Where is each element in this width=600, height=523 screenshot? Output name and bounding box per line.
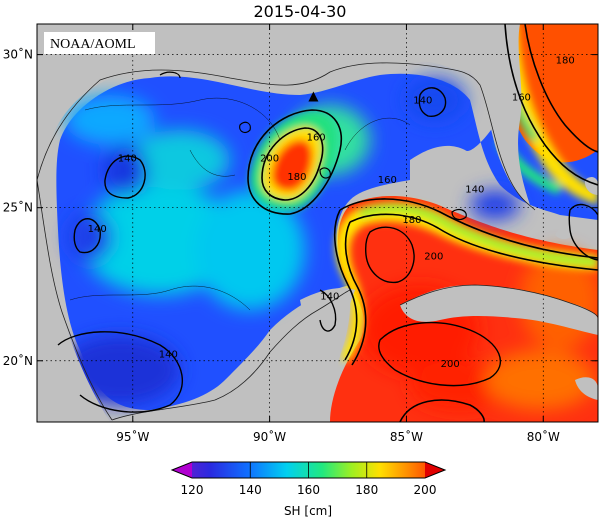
contour-label-7: 160 [378, 175, 397, 186]
contour-small-2 [451, 208, 467, 221]
contour-label-4: 140 [413, 96, 432, 107]
contour-200-loop [364, 226, 415, 284]
colorbar-tick-label-1: 140 [239, 483, 262, 497]
contour-label-10: 180 [402, 215, 421, 226]
contour-140-north [159, 71, 181, 79]
colorbar-tick-label-3: 180 [355, 483, 378, 497]
y-tick-label-2: 20˚N [3, 353, 33, 368]
map-title: 2015-04-30 [253, 2, 347, 21]
contour-180-loop [349, 213, 598, 271]
colorbar-ticks: 120 140 160 180 200 [181, 462, 437, 497]
contour-label-14: 200 [441, 359, 460, 370]
credit-text: NOAA/AOML [50, 37, 136, 52]
thin-contour-4 [189, 149, 236, 177]
station-marker [308, 91, 319, 102]
contour-140-south [319, 289, 337, 332]
axes: 95˚W 90˚W 85˚W 80˚W 30˚N 25˚N 20˚N [3, 24, 598, 444]
contour-140-ne [418, 87, 447, 117]
land [37, 24, 598, 422]
contour-140-bay [57, 331, 184, 413]
contour-labels: 140 140 140 140 140 140 160 160 160 180 180 180 200 2… [88, 56, 575, 370]
contour-label-3: 140 [320, 291, 339, 302]
contour-label-13: 200 [424, 252, 443, 263]
contour-label-0: 140 [118, 154, 137, 165]
triangle-marker-icon [308, 91, 319, 102]
contour-label-11: 180 [556, 56, 575, 67]
contour-140-west [104, 155, 146, 199]
map-frame [36, 23, 599, 423]
contour-180-south [399, 399, 485, 422]
y-tick-label-1: 25˚N [3, 200, 33, 215]
x-tick-label-3: 80˚W [527, 429, 560, 444]
contour-small-3 [239, 121, 251, 134]
colorbar-extend-high [425, 462, 445, 478]
x-tick-label-2: 85˚W [390, 429, 423, 444]
colorbar-tick-label-0: 120 [181, 483, 204, 497]
colorbar-label: SH [cm] [284, 504, 332, 518]
gridlines [37, 24, 598, 422]
contour-180-eddy [261, 127, 324, 201]
thin-contour-1 [69, 285, 251, 311]
contour-180-florida [524, 24, 598, 153]
contour-200-caribbean [378, 321, 501, 387]
colorbar-tick-label-4: 200 [414, 483, 437, 497]
contour-140-far-west [73, 218, 101, 254]
contour-160-loop [339, 198, 598, 259]
x-tick-label-1: 90˚W [253, 429, 286, 444]
colorbar-extend-low [172, 462, 192, 478]
contour-label-2: 140 [159, 350, 178, 361]
contour-160-eddy [247, 109, 342, 215]
credit-box: NOAA/AOML [44, 32, 155, 54]
contour-small [319, 167, 331, 179]
contour-160-loop-south [333, 209, 358, 361]
contour-200-east [568, 203, 598, 261]
thin-contour-3 [344, 117, 411, 151]
contour-label-9: 180 [287, 172, 306, 183]
contour-label-8: 160 [512, 92, 531, 103]
contour-180-loop-south [344, 221, 367, 366]
contour-label-12: 200 [260, 154, 279, 165]
contour-label-1: 140 [88, 224, 107, 235]
contour-label-5: 140 [465, 184, 484, 195]
colorbar: 120 140 160 180 200 SH [cm] [170, 461, 447, 518]
x-tick-label-0: 95˚W [116, 429, 149, 444]
y-tick-label-0: 30˚N [3, 47, 33, 62]
contour-label-6: 160 [307, 132, 326, 143]
map-panel: 140 140 140 140 140 140 160 160 160 180 180 180 200 2… [37, 24, 598, 422]
contour-lines [57, 24, 598, 422]
contour-160-florida [504, 24, 598, 186]
colorbar-tick-label-2: 160 [297, 483, 320, 497]
